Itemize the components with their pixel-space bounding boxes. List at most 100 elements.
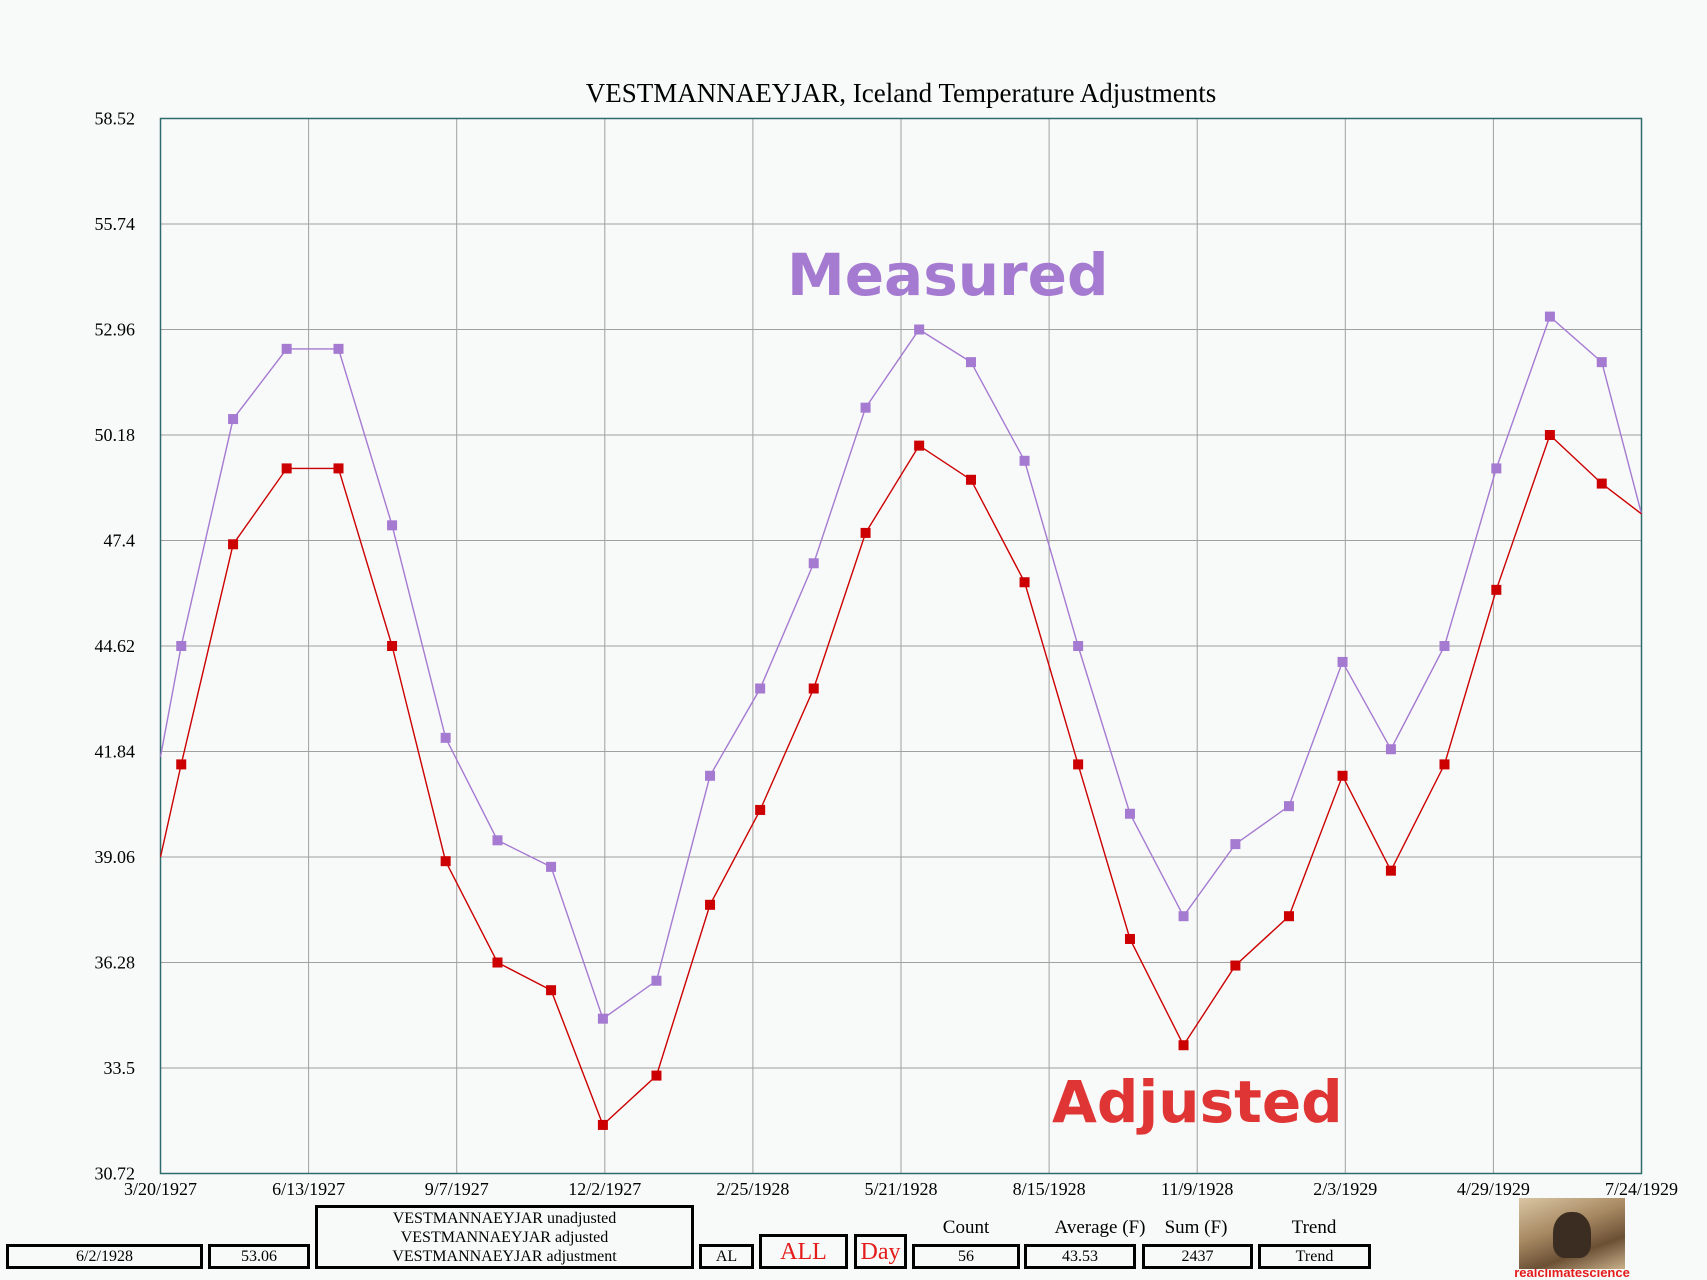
- day-button[interactable]: Day: [854, 1234, 907, 1269]
- measured-point: [597, 1013, 608, 1024]
- measured-point: [492, 835, 503, 846]
- adjusted-point: [1073, 759, 1084, 770]
- series-adjusted: [159, 430, 1642, 1130]
- measured-point: [1544, 311, 1555, 322]
- average-field[interactable]: 43.53: [1024, 1244, 1136, 1269]
- measured-point: [1283, 801, 1294, 812]
- y-tick-label: 47.4: [104, 531, 136, 551]
- adjusted-point: [597, 1119, 608, 1130]
- adjusted-point: [1019, 577, 1030, 588]
- measured-point: [387, 520, 398, 531]
- adjusted-line: [159, 433, 1642, 1127]
- adjusted-point: [1385, 865, 1396, 876]
- legend-unadjusted: VESTMANNAEYJAR unadjusted: [392, 1209, 617, 1227]
- trend-header: Trend: [1291, 1217, 1337, 1238]
- adjusted-point: [333, 463, 344, 474]
- adjusted-point: [808, 683, 819, 694]
- measured-point: [228, 414, 239, 425]
- x-tick-label: 4/29/1929: [1457, 1179, 1530, 1199]
- sum-field[interactable]: 2437: [1142, 1244, 1253, 1269]
- y-axis-ticks: 58.52 55.74 52.96 50.18 47.4 44.62 41.84 39.06 3…: [95, 109, 136, 1184]
- measured-point: [1385, 744, 1396, 755]
- measured-point: [1124, 808, 1135, 819]
- average-header: Average (F): [1054, 1217, 1146, 1238]
- measured-point: [1337, 656, 1348, 667]
- y-tick-label: 52.96: [95, 320, 136, 340]
- series-legend[interactable]: VESTMANNAEYJAR unadjusted VESTMANNAEYJAR…: [315, 1205, 694, 1269]
- measured-point: [914, 324, 925, 335]
- adjusted-point: [440, 856, 451, 867]
- temperature-field[interactable]: 53.06: [208, 1244, 310, 1269]
- adjusted-point: [860, 527, 871, 538]
- measured-point: [1073, 641, 1084, 651]
- measured-point: [1491, 463, 1502, 474]
- adjusted-point: [914, 440, 925, 451]
- adjusted-point: [965, 474, 976, 485]
- measured-point: [1178, 911, 1189, 922]
- x-tick-label: 2/25/1928: [716, 1179, 789, 1199]
- adjusted-point: [1124, 933, 1135, 944]
- adjusted-point: [228, 539, 239, 550]
- adjusted-annotation: Adjusted: [1052, 1068, 1343, 1136]
- measured-point: [281, 343, 292, 354]
- count-header: Count: [942, 1217, 990, 1238]
- measured-point: [965, 357, 976, 368]
- measured-point: [1439, 641, 1450, 651]
- x-tick-label: 2/3/1929: [1313, 1179, 1377, 1199]
- y-tick-label: 58.52: [95, 109, 136, 129]
- plot-frame: [159, 117, 1643, 1175]
- adjusted-point: [1544, 430, 1555, 440]
- x-tick-label: 3/20/1927: [124, 1179, 197, 1199]
- measured-point: [440, 732, 451, 743]
- count-field[interactable]: 56: [912, 1244, 1020, 1269]
- realclimatescience-logo[interactable]: realclimatescience: [1514, 1198, 1630, 1280]
- adjusted-point: [755, 804, 766, 815]
- measured-point: [808, 558, 819, 569]
- measured-point: [705, 770, 716, 781]
- y-tick-label: 36.28: [95, 953, 136, 973]
- x-tick-label: 11/9/1928: [1161, 1179, 1233, 1199]
- adjusted-point: [1596, 478, 1607, 489]
- measured-annotation: Measured: [787, 241, 1108, 309]
- dog-photo: [1519, 1198, 1625, 1269]
- sum-header: Sum (F): [1164, 1217, 1228, 1238]
- y-tick-label: 50.18: [95, 425, 136, 445]
- x-tick-label: 9/7/1927: [425, 1179, 489, 1199]
- adjusted-point: [546, 985, 557, 996]
- measured-point: [1596, 357, 1607, 368]
- all-button[interactable]: ALL: [759, 1234, 848, 1269]
- measured-point: [755, 683, 766, 694]
- y-tick-label: 44.62: [95, 636, 136, 656]
- y-tick-label: 33.5: [104, 1058, 136, 1078]
- y-tick-label: 41.84: [95, 742, 136, 762]
- x-axis-ticks: 3/20/1927 6/13/1927 9/7/1927 12/2/1927 2/25/…: [124, 1179, 1678, 1199]
- measured-point: [651, 975, 662, 986]
- legend-adjusted: VESTMANNAEYJAR adjusted: [400, 1228, 609, 1246]
- adjusted-point: [1178, 1040, 1189, 1051]
- adjusted-point: [651, 1070, 662, 1081]
- adjusted-point: [705, 899, 716, 910]
- y-tick-label: 39.06: [95, 847, 136, 867]
- adjusted-point: [281, 463, 292, 474]
- measured-point: [1019, 455, 1030, 466]
- x-tick-label: 12/2/1927: [568, 1179, 641, 1199]
- measured-point: [176, 641, 187, 651]
- legend-adjustment: VESTMANNAEYJAR adjustment: [392, 1247, 617, 1265]
- series-layer: [159, 311, 1643, 1130]
- measured-point: [860, 402, 871, 413]
- adjusted-point: [387, 641, 398, 651]
- adjusted-point: [492, 957, 503, 968]
- x-tick-label: 6/13/1927: [272, 1179, 345, 1199]
- adjusted-point: [1439, 759, 1450, 770]
- trend-button[interactable]: Trend: [1258, 1244, 1371, 1269]
- measured-line: [159, 315, 1643, 1020]
- y-tick-label: 55.74: [95, 214, 136, 234]
- adjusted-point: [176, 759, 187, 770]
- adjusted-point: [1230, 960, 1241, 971]
- chart-title: VESTMANNAEYJAR, Iceland Temperature Adju…: [586, 78, 1217, 108]
- x-tick-label: 5/21/1928: [864, 1179, 937, 1199]
- al-button[interactable]: AL: [699, 1244, 754, 1269]
- date-field[interactable]: 6/2/1928: [6, 1244, 203, 1269]
- adjusted-point: [1337, 770, 1348, 781]
